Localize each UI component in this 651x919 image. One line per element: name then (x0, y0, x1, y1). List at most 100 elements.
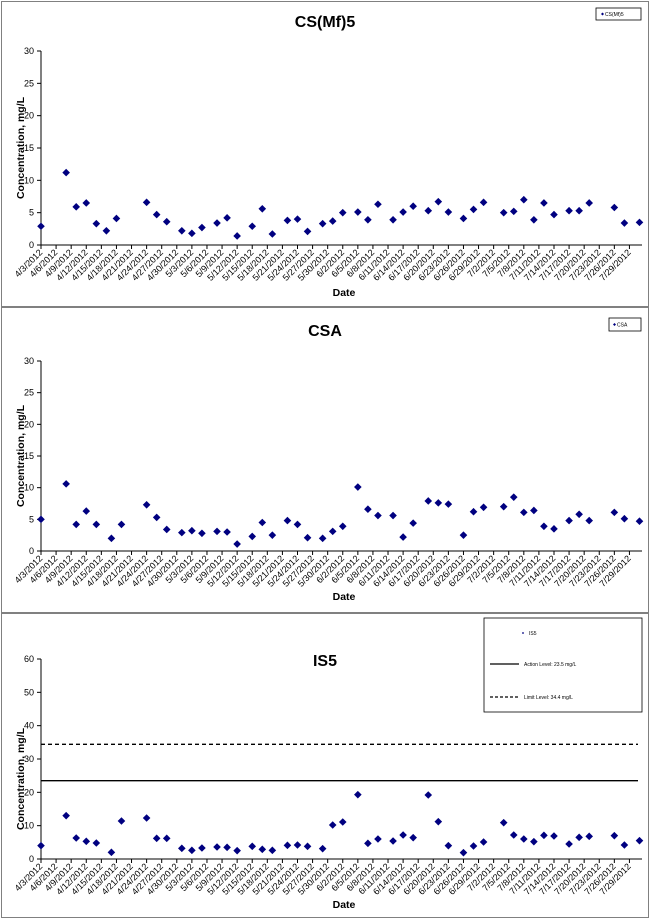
data-point (469, 842, 478, 850)
data-point (509, 207, 518, 216)
data-point (233, 232, 241, 240)
data-point (142, 814, 151, 822)
legend-label: Action Level: 23.5 mg/L (524, 662, 576, 668)
legend-label: IS5 (529, 631, 537, 637)
data-point (354, 208, 362, 216)
legend-marker (522, 632, 524, 634)
y-tick-label: 10 (24, 821, 34, 831)
chart-canvas: CSA Date Concentration, mg/L CSA 0 5 10 15 2… (13, 317, 644, 603)
data-point (303, 227, 312, 236)
data-point (142, 500, 151, 509)
data-point (37, 222, 45, 231)
data-point (248, 532, 257, 541)
data-point (213, 843, 221, 851)
data-point (389, 215, 397, 224)
legend-label: CSA (617, 323, 628, 329)
data-point (575, 833, 583, 842)
data-point (635, 517, 644, 526)
data-point (92, 839, 101, 847)
data-point (530, 215, 538, 224)
data-point (565, 516, 573, 525)
data-point (499, 818, 508, 827)
data-point (82, 507, 91, 515)
y-tick-label: 20 (24, 787, 34, 797)
data-point (258, 845, 267, 854)
data-point (268, 230, 277, 238)
data-point (479, 838, 488, 846)
data-point (318, 219, 327, 228)
data-point (188, 229, 196, 238)
data-point (374, 511, 382, 520)
data-point (112, 214, 121, 223)
data-point (399, 533, 407, 541)
data-point (399, 831, 407, 839)
y-tick-label: 15 (24, 451, 34, 461)
data-point (565, 206, 573, 215)
data-point (459, 531, 468, 539)
data-point (530, 506, 538, 515)
data-point (198, 223, 206, 232)
data-point (520, 195, 528, 204)
data-point (268, 846, 277, 855)
data-point (248, 842, 257, 851)
data-point (223, 214, 231, 222)
data-point (459, 848, 468, 857)
data-point (117, 817, 126, 825)
data-point (328, 527, 337, 536)
data-point (540, 199, 548, 207)
data-point (409, 202, 417, 210)
data-point (585, 516, 593, 525)
data-point (303, 842, 312, 851)
data-point (37, 515, 45, 524)
data-point (258, 518, 267, 527)
y-tick-label: 5 (29, 514, 34, 524)
y-tick-label: 0 (29, 546, 34, 556)
data-point (389, 511, 397, 520)
y-tick-label: 30 (24, 754, 34, 764)
legend-marker (613, 323, 616, 326)
data-point (610, 508, 619, 517)
data-point (469, 507, 478, 516)
data-point (293, 841, 302, 849)
data-point (565, 840, 573, 848)
chart-canvas: CS(Mf)5 Date Concentration, mg/L CS(Mf)5… (13, 7, 644, 299)
y-tick-label: 0 (29, 854, 34, 864)
data-point (620, 514, 629, 523)
chart-legend: IS5 Action Level: 23.5 mg/L Limit Level:… (483, 617, 643, 713)
chart-title: CS(Mf)5 (295, 14, 356, 31)
data-point (162, 217, 171, 226)
data-point (142, 198, 151, 207)
data-point (338, 522, 347, 531)
y-axis-label: Concentration, mg/L (15, 96, 27, 199)
y-tick-label: 10 (24, 175, 34, 185)
data-point (328, 821, 337, 829)
y-tick-label: 5 (29, 208, 34, 218)
data-point (37, 841, 45, 850)
chart-title: CSA (308, 323, 342, 340)
chart-legend: CSA (608, 317, 642, 332)
data-point (620, 841, 629, 849)
data-point (610, 203, 619, 212)
data-point (479, 503, 488, 512)
data-point (635, 218, 644, 227)
data-point (550, 210, 558, 219)
data-point (424, 791, 433, 799)
data-point (338, 208, 347, 217)
data-point (409, 519, 417, 527)
data-point (520, 508, 528, 517)
data-point (354, 483, 362, 491)
data-point (364, 505, 372, 513)
data-point (399, 208, 407, 216)
data-point (444, 208, 453, 216)
data-point (178, 528, 186, 537)
data-point (540, 831, 548, 840)
data-point (72, 834, 81, 842)
x-axis-label: Date (333, 591, 356, 603)
data-point (434, 197, 443, 206)
data-point (82, 837, 91, 846)
data-point (303, 533, 312, 542)
data-point (62, 811, 70, 820)
data-point (107, 534, 116, 543)
data-point (283, 216, 292, 225)
data-point (374, 835, 382, 843)
